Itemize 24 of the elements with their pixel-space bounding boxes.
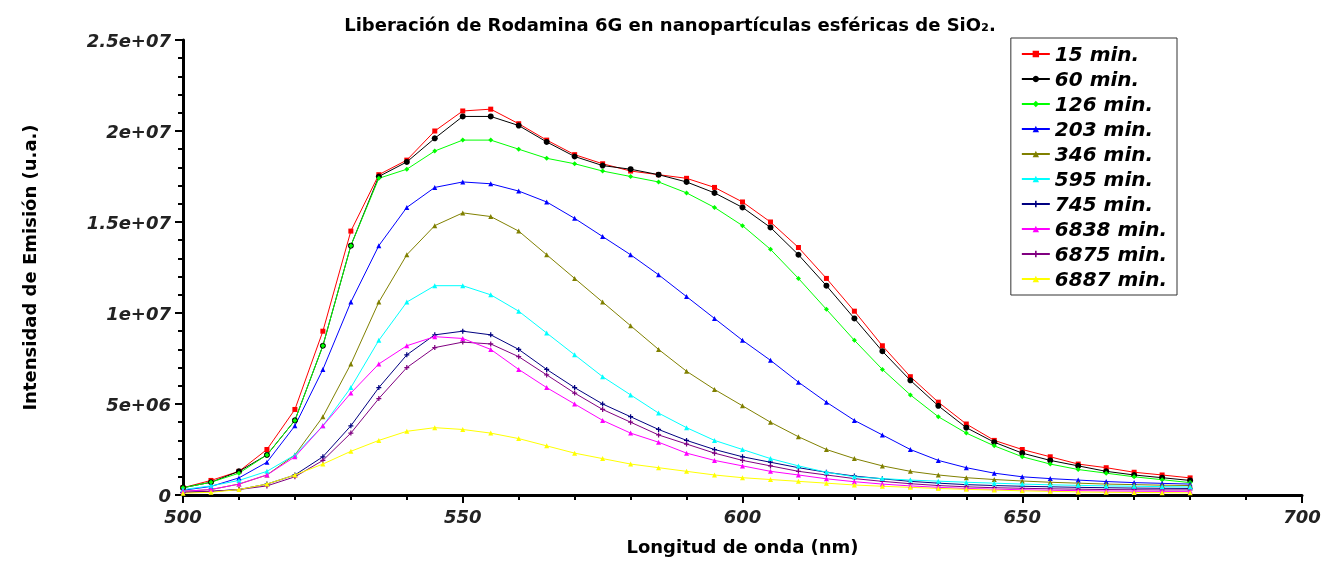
y-axis-title: Intensidad de Emisión (u.a.)	[18, 124, 40, 411]
chart-title: Liberación de Rodamina 6G en nanopartículas esféricas de SiO₂.	[344, 13, 996, 35]
y-tick-label: 0	[158, 484, 171, 506]
y-tick-label: 2e+07	[106, 120, 172, 142]
legend-label: 6838 min.	[1054, 217, 1168, 241]
x-tick-label: 700	[1283, 505, 1321, 527]
x-axis-title: Longitud de onda (nm)	[626, 535, 859, 557]
legend-label: 346 min.	[1054, 142, 1154, 166]
legend-label: 126 min.	[1054, 92, 1154, 116]
legend-label: 60 min.	[1054, 67, 1140, 91]
x-tick-label: 550	[443, 505, 482, 527]
y-tick-label: 1e+07	[106, 302, 172, 324]
x-tick-label: 600	[723, 505, 762, 527]
legend-label: 745 min.	[1054, 192, 1154, 216]
x-tick-label: 650	[1003, 505, 1042, 527]
y-tick-label: 5e+06	[106, 393, 171, 415]
legend-label: 6887 min.	[1054, 267, 1168, 291]
y-tick-label: 1.5e+07	[86, 211, 172, 233]
legend-label: 15 min.	[1054, 42, 1140, 66]
legend-label: 595 min.	[1054, 167, 1154, 191]
legend-label: 203 min.	[1054, 117, 1154, 141]
legend-label: 6875 min.	[1054, 242, 1168, 266]
y-tick-label: 2.5e+07	[86, 29, 172, 51]
x-tick-label: 500	[164, 505, 202, 527]
